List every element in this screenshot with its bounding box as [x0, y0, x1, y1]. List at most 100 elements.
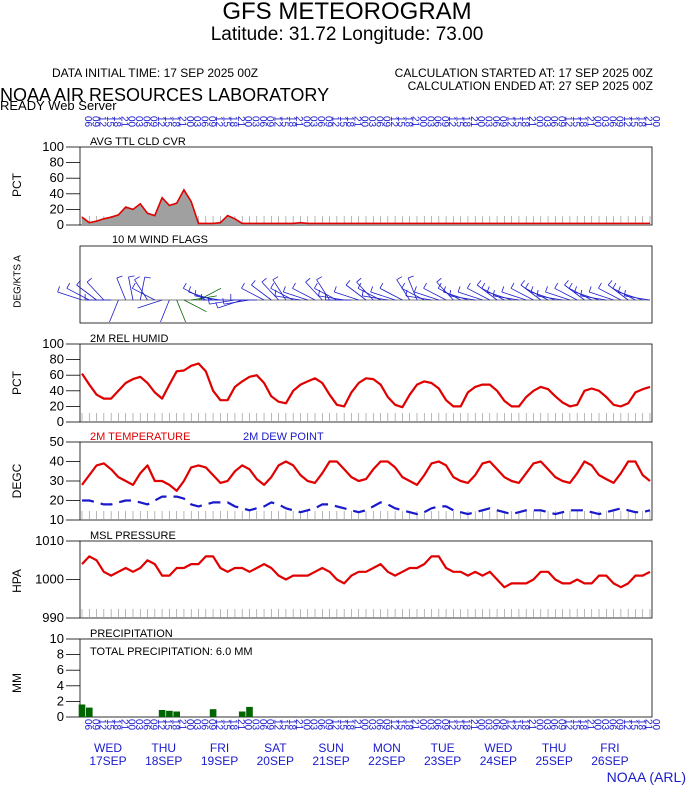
precip-bar [173, 711, 180, 717]
top-hour-label: 00 [184, 116, 195, 128]
bottom-hour-label: 00 [534, 719, 545, 731]
wind-flag [283, 291, 308, 301]
top-hour-label: 00 [592, 116, 603, 128]
top-hour-label: 15 [162, 116, 173, 128]
wind-flag [209, 299, 235, 305]
top-hour-label: 21 [293, 116, 304, 128]
bottom-hour-label: 15 [395, 719, 406, 731]
ytick-label: 0 [57, 414, 64, 429]
top-hour-label: 00 [417, 116, 428, 128]
wind-barb [588, 286, 592, 293]
wind-barb [476, 280, 482, 286]
top-hour-label: 09 [264, 116, 275, 128]
wind-flag [128, 276, 134, 301]
day-date: 24SEP [480, 754, 517, 768]
day-date: 21SEP [312, 754, 349, 768]
top-hour-label: 12 [504, 116, 515, 128]
wind-barb [554, 282, 559, 289]
bottom-hour-label: 09 [497, 719, 508, 731]
wind-barb [437, 282, 442, 289]
top-hour-label: 03 [541, 116, 552, 128]
temperature-line [81, 460, 651, 492]
wind-panel-title: 10 M WIND FLAGS [112, 234, 208, 246]
wind-flag [188, 291, 214, 301]
wind-barb [379, 282, 384, 289]
wind-barb [536, 289, 539, 296]
bottom-hour-label: 21 [585, 719, 596, 731]
ytick-label: 40 [50, 186, 64, 201]
bottom-hour-label: 12 [563, 719, 574, 731]
top-hour-label: 21 [177, 116, 188, 128]
bottom-hour-label: 21 [526, 719, 537, 731]
top-hour-label: 09 [497, 116, 508, 128]
temp-panel-title: 2M TEMPERATURE [90, 431, 191, 443]
wind-flag [134, 279, 148, 301]
bottom-hour-label: 09 [381, 719, 392, 731]
top-hour-label: 09 [206, 116, 217, 128]
wind-flag [137, 299, 163, 309]
ytick-label: 30 [50, 473, 64, 488]
pressure-panel-title: MSL PRESSURE [90, 530, 176, 542]
top-hour-label: 18 [286, 116, 297, 128]
bottom-hour-label: 09 [89, 719, 100, 731]
bottom-hour-label: 21 [177, 719, 188, 731]
wind-flag [76, 284, 97, 301]
bottom-hour-label: 06 [140, 719, 151, 731]
ytick-label: 20 [50, 493, 64, 508]
day-name: SAT [264, 741, 287, 755]
cloud-panel-title: AVG TTL CLD CVR [90, 136, 186, 148]
bottom-hour-label: 18 [344, 719, 355, 731]
bottom-hour-label: 21 [468, 719, 479, 731]
wind-flag [510, 287, 534, 301]
wind-flag [86, 281, 105, 301]
day-date: 17SEP [89, 754, 126, 768]
wind-flag [618, 291, 643, 301]
wind-barb [333, 286, 337, 293]
wind-barb [215, 302, 219, 309]
top-hour-label: 00 [242, 116, 253, 128]
bottom-hour-label: 00 [475, 719, 486, 731]
wind-flag [176, 299, 186, 323]
wind-barb [305, 277, 311, 283]
ytick-label: 60 [50, 170, 64, 185]
top-hour-label: 21 [643, 116, 654, 128]
bottom-hour-label: 18 [402, 719, 413, 731]
wind-flag [501, 291, 527, 301]
top-hour-label: 09 [381, 116, 392, 128]
wind-barb [76, 280, 81, 286]
ytick-label: 1000 [35, 572, 64, 587]
wind-barb [481, 282, 486, 289]
page-title: GFS METEOROGRAM [222, 0, 472, 25]
precip-bar [209, 709, 217, 717]
top-hour-label: 03 [366, 116, 377, 128]
precip-bar [238, 711, 246, 717]
top-hour-label: 00 [534, 116, 545, 128]
ytick-label: 990 [42, 610, 64, 625]
day-name: FRI [210, 741, 229, 755]
top-hour-label: 06 [548, 116, 559, 128]
wind-flag [423, 287, 447, 301]
wind-barb [188, 286, 192, 293]
bottom-hour-label: 03 [308, 719, 319, 731]
ytick-label: 6 [57, 662, 64, 677]
bottom-hour-label: 18 [286, 719, 297, 731]
bottom-hour-label: 03 [133, 719, 144, 731]
dewpoint-line [82, 495, 651, 516]
wind-flag [217, 299, 243, 309]
bottom-hour-label: 18 [461, 719, 472, 731]
wind-flag [443, 291, 469, 301]
rh-line [81, 362, 651, 409]
bottom-hour-label: 03 [541, 719, 552, 731]
wind-barb [282, 286, 286, 293]
wind-barb [194, 289, 197, 296]
top-hour-label: 15 [279, 116, 290, 128]
ytick-label: 10 [50, 631, 64, 646]
top-hour-label: 18 [635, 116, 646, 128]
day-date: 25SEP [535, 754, 572, 768]
bottom-hour-label: 12 [504, 719, 515, 731]
ytick-label: 40 [50, 383, 64, 398]
bottom-hour-label: 12 [213, 719, 224, 731]
wind-barb [598, 282, 602, 289]
top-hour-label: 21 [351, 116, 362, 128]
wind-barb [361, 289, 364, 296]
